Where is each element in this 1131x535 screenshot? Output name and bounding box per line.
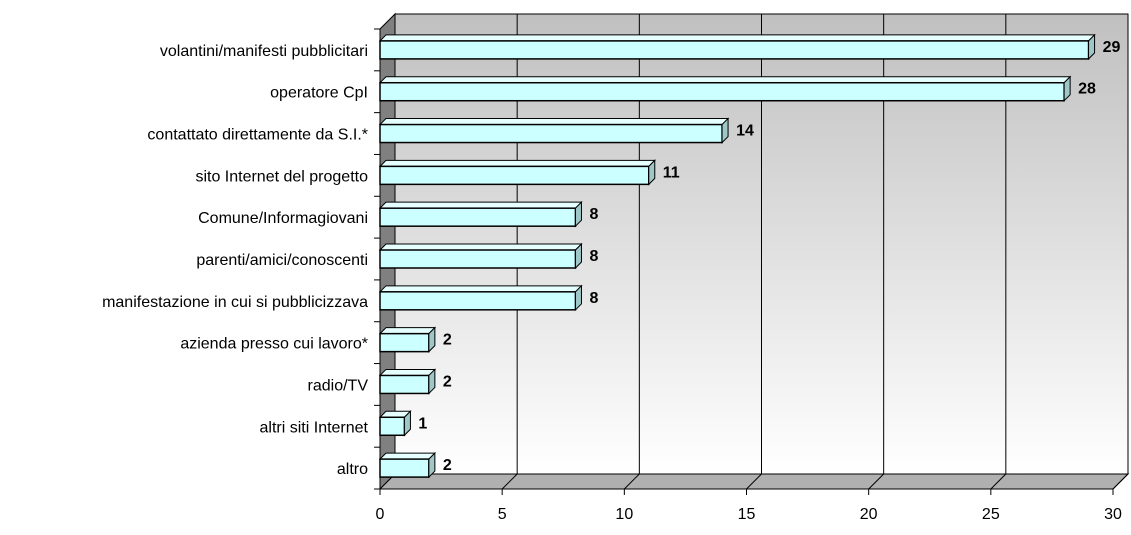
category-labels: volantini/manifesti pubblicitari operator… (102, 43, 368, 478)
bar-top-face (378, 327, 437, 335)
data-labels: 29 28 14 11 8 8 8 2 2 1 2 (418, 39, 1120, 474)
data-label: 2 (443, 373, 452, 390)
x-tick-label: 25 (982, 506, 1000, 523)
data-label: 28 (1078, 81, 1096, 98)
x-tick-label: 15 (738, 506, 756, 523)
floor-gridline (1112, 473, 1129, 490)
bar-end-face (428, 326, 436, 353)
bar-front-face (379, 165, 650, 186)
bar (378, 33, 1096, 61)
data-label: 29 (1103, 39, 1121, 56)
floor-gridline (746, 473, 762, 490)
bar-end-face (721, 117, 729, 144)
floor-gridline (990, 473, 1007, 490)
bar (378, 284, 583, 312)
bar-end-face (428, 451, 436, 479)
bar-front-face (379, 416, 406, 437)
bar (378, 159, 656, 186)
bar-top-face (378, 159, 656, 167)
bar (378, 200, 583, 228)
bar-end-face (574, 284, 582, 312)
bar-end-face (403, 410, 411, 437)
bar-top-face (378, 201, 583, 209)
bar (378, 410, 412, 437)
bar (378, 368, 437, 395)
x-tick-label: 5 (498, 506, 507, 523)
category-label: parenti/amici/conoscenti (196, 252, 368, 269)
bar-top-face (378, 34, 1096, 42)
bar (378, 117, 730, 144)
bar-end-face (574, 200, 582, 228)
x-tick-label: 10 (615, 506, 633, 523)
floor-gridline (623, 473, 640, 490)
bar-front-face (379, 40, 1090, 60)
category-label: altro (337, 461, 368, 478)
bar-front-face (379, 291, 577, 311)
data-label: 8 (589, 248, 598, 265)
bar-front-face (379, 374, 430, 395)
bar-front-face (379, 207, 577, 227)
bar-top-face (378, 285, 583, 293)
bar-front-face (379, 332, 430, 353)
data-label: 8 (589, 206, 598, 223)
data-label: 14 (736, 123, 754, 140)
category-label: sito Internet del progetto (195, 168, 368, 185)
category-label: altri siti Internet (260, 419, 369, 436)
bar-end-face (428, 368, 436, 395)
data-label: 8 (589, 290, 598, 307)
x-tick-labels: 0 5 10 15 20 25 30 (376, 506, 1122, 523)
floor-gridline (501, 473, 518, 490)
bar (378, 326, 437, 353)
category-label: volantini/manifesti pubblicitari (160, 43, 368, 60)
bar-top-face (378, 368, 437, 376)
floor-gridline (868, 473, 885, 490)
category-label: Comune/Informagiovani (198, 210, 368, 227)
bar-top-face (378, 118, 730, 126)
category-label: manifestazione in cui si pubblicizzava (102, 294, 368, 311)
category-label: operatore CpI (270, 85, 368, 102)
x-tick-label: 0 (376, 506, 385, 523)
bar-top-face (378, 452, 437, 460)
bar-top-face (378, 243, 583, 251)
bar (378, 242, 583, 270)
data-label: 1 (418, 415, 427, 432)
x-tick-label: 20 (860, 506, 878, 523)
bar-front-face (379, 249, 577, 269)
data-label: 2 (443, 457, 452, 474)
bars (378, 33, 1096, 479)
bar-top-face (378, 76, 1072, 84)
bar-end-face (574, 242, 582, 270)
bar (378, 451, 437, 479)
bar-end-face (1063, 75, 1071, 102)
data-label: 11 (663, 164, 680, 181)
x-tick-label: 30 (1104, 506, 1122, 523)
category-label: azienda presso cui lavoro* (180, 336, 368, 353)
bar-end-face (1088, 33, 1096, 61)
bar-front-face (379, 123, 723, 144)
bar-front-face (379, 81, 1065, 102)
data-label: 2 (443, 332, 452, 349)
bar-end-face (648, 159, 656, 186)
bar (378, 75, 1072, 102)
bar-front-face (379, 458, 430, 478)
category-label: contattato direttamente da S.I.* (147, 127, 368, 144)
category-label: radio/TV (308, 377, 369, 394)
